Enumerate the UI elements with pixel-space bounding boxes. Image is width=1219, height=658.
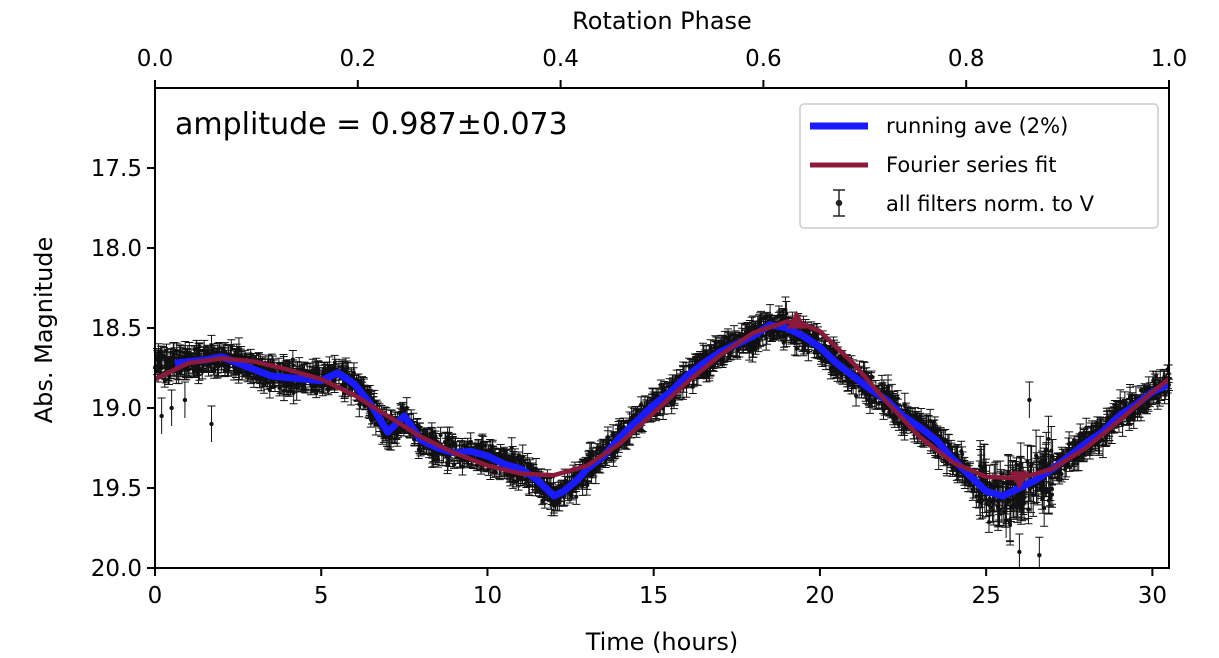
data-point — [1048, 484, 1057, 505]
y-tick-label: 18.5 — [91, 316, 142, 342]
data-point — [158, 351, 167, 361]
y-tick-label: 19.0 — [91, 396, 142, 422]
data-point — [974, 491, 983, 509]
data-point — [779, 334, 788, 351]
top-x-tick-label: 0.8 — [948, 46, 985, 72]
x-tick-label: 20 — [805, 583, 834, 609]
data-points — [152, 296, 1173, 568]
x-tick-label: 5 — [314, 583, 329, 609]
x-tick-label: 0 — [148, 583, 163, 609]
legend-swatch-errorbar — [833, 189, 845, 217]
maximum-marker — [786, 310, 807, 329]
data-point — [312, 388, 321, 399]
y-tick-label: 18.0 — [91, 236, 142, 262]
data-point — [207, 405, 216, 442]
top-x-tick-label: 1.0 — [1151, 46, 1188, 72]
y-tick-label: 17.5 — [91, 156, 142, 182]
data-point — [1015, 533, 1024, 568]
y-tick-label: 19.5 — [91, 476, 142, 502]
top-x-tick-label: 0.6 — [745, 46, 782, 72]
top-x-axis-title: Rotation Phase — [572, 7, 752, 35]
data-point — [986, 499, 995, 517]
y-tick-label: 20.0 — [91, 556, 142, 582]
minimum-marker — [1009, 471, 1030, 490]
data-point — [157, 397, 166, 434]
top-x-axis: 0.0 0.2 0.4 0.6 0.8 1.0 — [137, 46, 1188, 88]
x-tick-label: 10 — [473, 583, 502, 609]
x-tick-label: 30 — [1138, 583, 1167, 609]
data-point — [166, 355, 175, 367]
amplitude-annotation: amplitude = 0.987±0.073 — [175, 107, 568, 142]
data-point — [787, 335, 796, 345]
top-x-tick-label: 0.0 — [137, 46, 174, 72]
x-axis: 0 5 10 15 20 25 30 — [148, 568, 1167, 609]
data-point — [1042, 431, 1051, 467]
data-point — [656, 379, 665, 391]
top-x-tick-label: 0.4 — [542, 46, 579, 72]
legend-box — [799, 103, 1159, 229]
legend-label-fourier-fit: Fourier series fit — [886, 153, 1057, 177]
top-x-tick-label: 0.2 — [340, 46, 377, 72]
legend-label-running-average: running ave (2%) — [886, 114, 1068, 138]
data-point — [1035, 536, 1044, 568]
legend-label-errorbar: all filters norm. to V — [886, 192, 1095, 216]
running-average-line — [174, 321, 1171, 500]
data-point — [154, 343, 163, 365]
data-point — [340, 384, 349, 403]
data-point — [180, 381, 189, 418]
fourier-fit-line — [154, 319, 1171, 481]
data-point — [1025, 381, 1034, 418]
legend: running ave (2%) Fourier series fit all … — [799, 103, 1159, 229]
data-point — [514, 451, 523, 460]
data-point — [167, 389, 176, 426]
y-axis: 17.5 18.0 18.5 19.0 19.5 20.0 — [91, 156, 155, 582]
x-tick-label: 15 — [639, 583, 668, 609]
x-tick-label: 25 — [972, 583, 1001, 609]
x-axis-title: Time (hours) — [585, 628, 739, 656]
data-point — [1002, 501, 1011, 538]
data-point — [609, 424, 618, 442]
y-axis-title: Abs. Magnitude — [30, 237, 58, 424]
